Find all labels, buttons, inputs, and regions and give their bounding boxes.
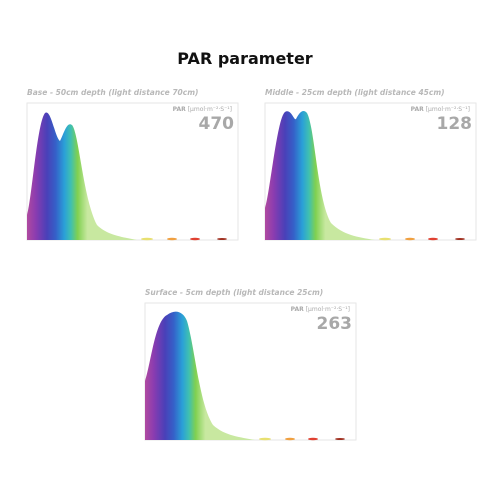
panel: Middle - 25cm depth (light distance 45cm… — [264, 88, 477, 241]
panel: Surface - 5cm depth (light distance 25cm… — [144, 288, 357, 441]
par-value: 128 — [437, 114, 473, 134]
spectrum — [145, 311, 255, 440]
panel-heading: Middle - 25cm depth (light distance 45cm… — [265, 88, 445, 97]
par-value: 470 — [199, 114, 235, 134]
spectrum — [265, 110, 375, 240]
par-label: PAR [µmol·m⁻²·S⁻¹] — [173, 106, 232, 113]
par-value: 263 — [317, 314, 353, 334]
panel: Base - 50cm depth (light distance 70cm) … — [26, 88, 239, 241]
panel-heading: Surface - 5cm depth (light distance 25cm… — [145, 288, 323, 297]
title: PAR parameter — [177, 49, 312, 68]
par-label: PAR [µmol·m⁻²·S⁻¹] — [291, 306, 350, 313]
spectrum — [27, 112, 137, 240]
panel-heading: Base - 50cm depth (light distance 70cm) — [27, 88, 198, 97]
par-label: PAR [µmol·m⁻²·S⁻¹] — [411, 106, 470, 113]
